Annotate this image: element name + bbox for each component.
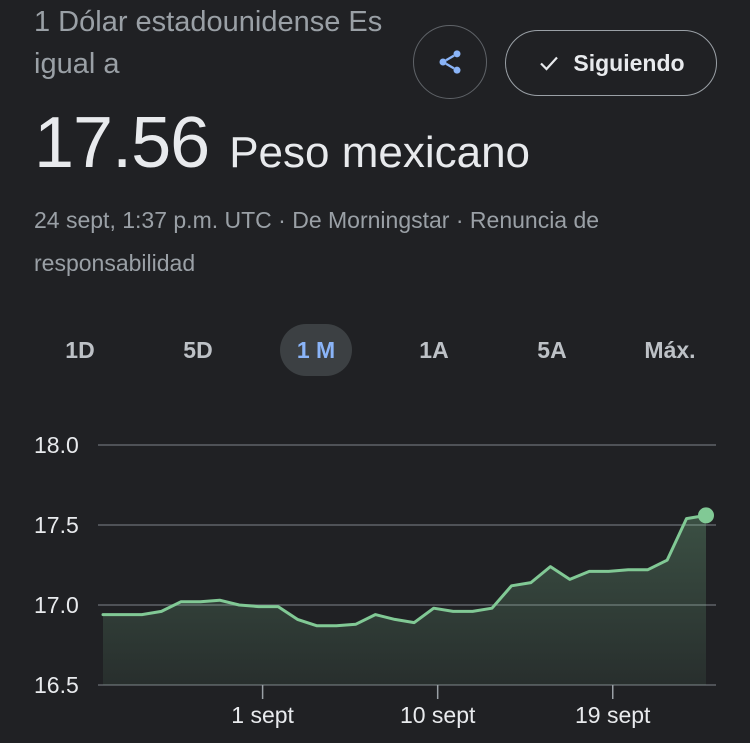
data-source: De Morningstar — [292, 207, 450, 233]
y-tick-label: 16.5 — [34, 672, 79, 698]
conversion-header: 1 Dólar estadounidense Es igual a — [34, 0, 414, 112]
quote-timestamp: 24 sept, 1:37 p.m. UTC — [34, 207, 272, 233]
exchange-rate-value: 17.56 — [34, 103, 210, 183]
x-tick-label: 1 sept — [231, 702, 294, 728]
quote-metadata: 24 sept, 1:37 p.m. UTC · De Morningstar … — [34, 199, 724, 285]
check-icon — [540, 56, 559, 71]
follow-label: Siguiendo — [573, 49, 685, 76]
y-tick-label: 18.0 — [34, 432, 79, 458]
meta-separator: · — [449, 207, 470, 233]
follow-button[interactable]: Siguiendo — [505, 30, 717, 96]
quote-row: 17.56 Peso mexicano — [34, 100, 530, 186]
from-amount-text: 1 Dólar estadounidense Es igual a — [34, 6, 383, 80]
range-tab-5a[interactable]: 5A — [537, 337, 567, 363]
range-tab-max[interactable]: Máx. — [644, 337, 696, 363]
range-tab-1m[interactable]: 1 M — [280, 324, 352, 376]
disclaimer-link[interactable]: Renuncia de responsabilidad — [34, 207, 600, 276]
x-axis: 1 sept 10 sept 19 sept — [231, 685, 651, 728]
price-line — [101, 513, 708, 628]
range-selector: 1D 5D 1 M 1A 5A Máx. — [0, 324, 750, 376]
range-tab-5d[interactable]: 5D — [183, 337, 213, 363]
price-chart[interactable]: 18.0 17.5 17.0 16.5 1 sept 10 sept 19 sept — [0, 420, 750, 743]
price-area — [103, 515, 706, 685]
x-tick-label: 19 sept — [575, 702, 651, 728]
share-button[interactable] — [413, 25, 487, 99]
y-axis: 18.0 17.5 17.0 16.5 — [34, 432, 79, 698]
x-tick-label: 10 sept — [400, 702, 476, 728]
range-tab-1a[interactable]: 1A — [419, 337, 449, 363]
target-currency-name: Peso mexicano — [229, 128, 531, 177]
y-tick-label: 17.0 — [34, 592, 79, 618]
share-icon — [439, 50, 461, 74]
latest-price-dot — [698, 507, 714, 524]
range-tab-1d[interactable]: 1D — [65, 337, 95, 363]
y-tick-label: 17.5 — [34, 512, 79, 538]
meta-separator: · — [271, 207, 293, 233]
